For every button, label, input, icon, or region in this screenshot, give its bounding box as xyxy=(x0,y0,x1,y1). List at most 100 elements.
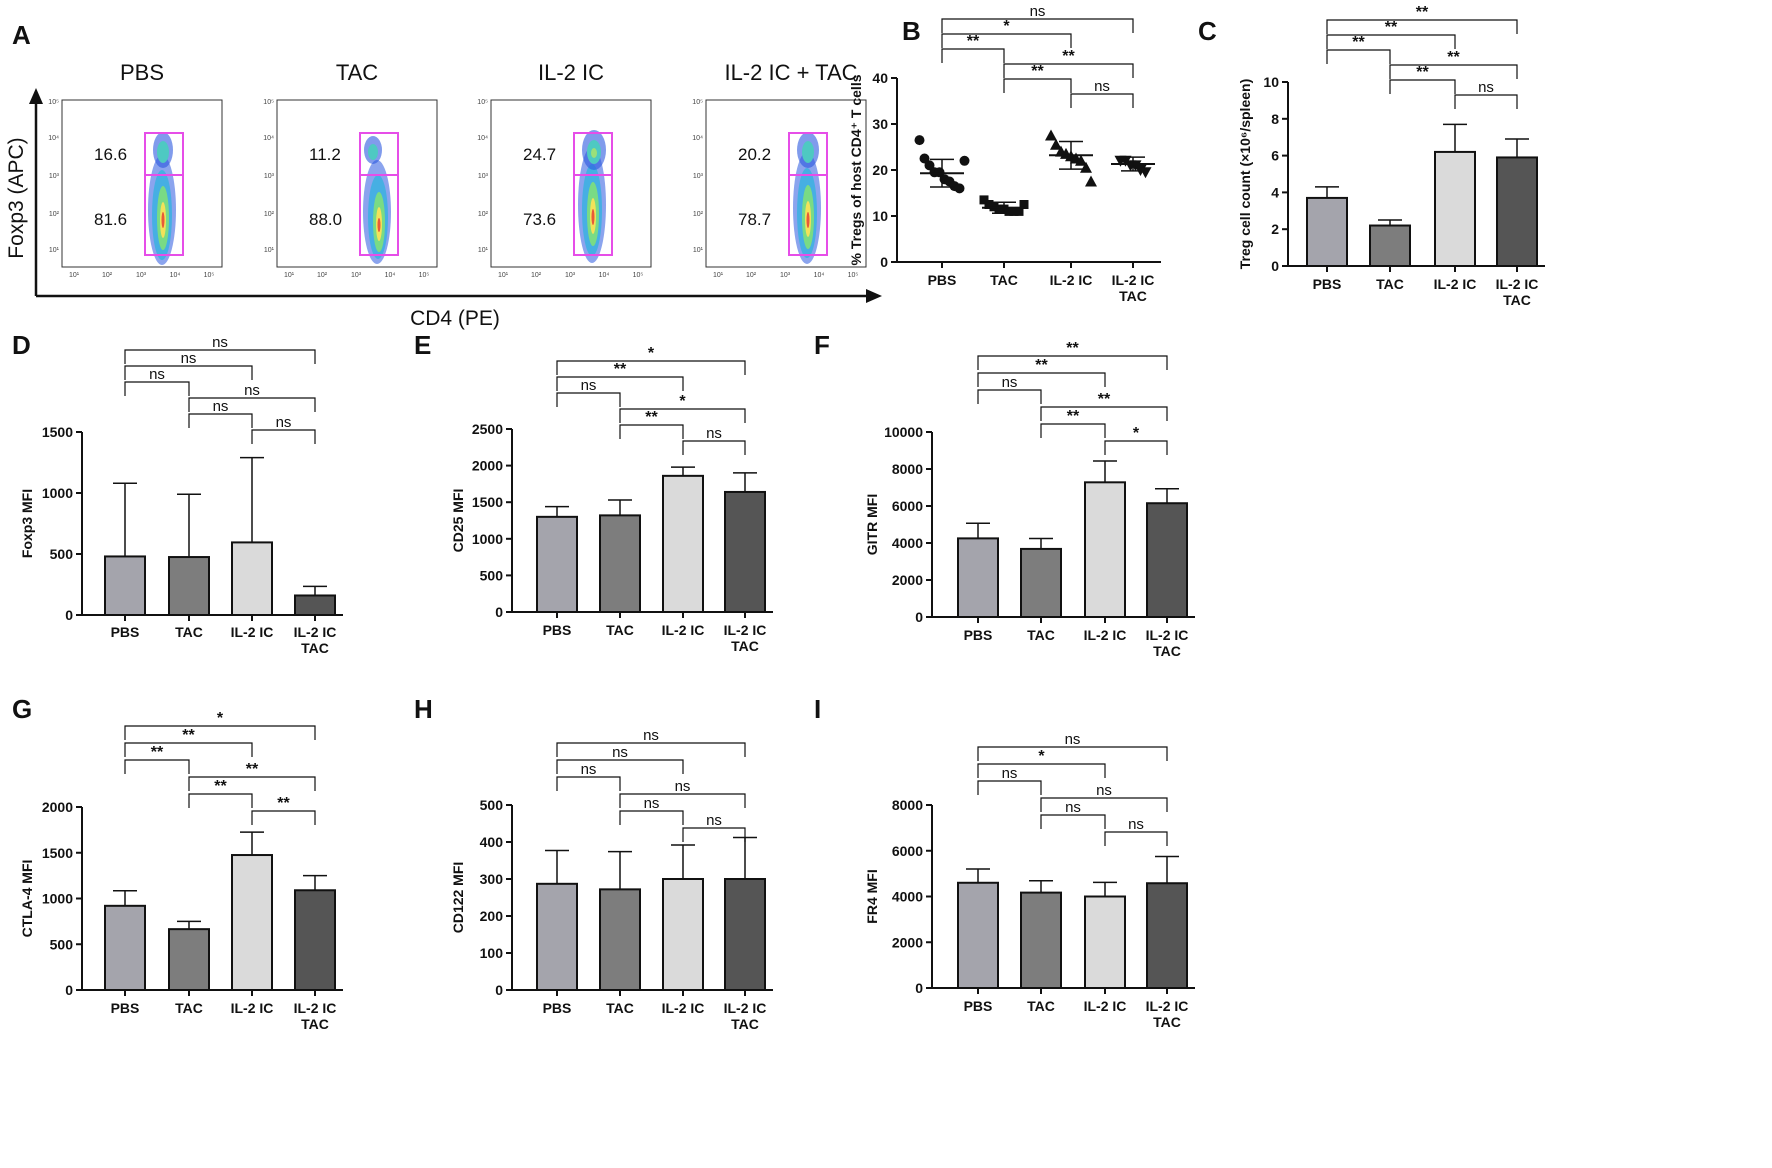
significance-bracket xyxy=(1326,19,1518,34)
y-tick-label: 4 xyxy=(1271,184,1279,200)
data-point xyxy=(1085,175,1097,187)
y-tick-label: 0 xyxy=(495,604,503,620)
x-category-label: IL-2 IC xyxy=(1084,998,1127,1014)
svg-text:10²: 10² xyxy=(317,272,328,279)
svg-text:10⁵: 10⁵ xyxy=(692,99,703,106)
bar xyxy=(104,555,146,617)
significance-label: ns xyxy=(1128,816,1144,833)
flow-y-ticks: 10⁵ 10⁴ 10³ 10² 10¹ xyxy=(477,99,488,254)
flow-upper-percent: 24.7 xyxy=(523,145,556,164)
flow-lower-percent: 78.7 xyxy=(738,210,771,229)
svg-text:10³: 10³ xyxy=(351,272,362,279)
significance-label: ** xyxy=(1066,340,1079,357)
svg-text:10¹: 10¹ xyxy=(284,272,295,279)
flow-y-ticks: 10⁵ 10⁴ 10³ 10² 10¹ xyxy=(692,99,703,254)
svg-text:10²: 10² xyxy=(478,211,489,218)
x-category-label: IL-2 IC xyxy=(662,622,705,638)
y-tick-label: 300 xyxy=(480,871,504,887)
y-tick-label: 1500 xyxy=(42,845,73,861)
svg-text:10²: 10² xyxy=(531,272,542,279)
significance-label: ns xyxy=(706,425,722,442)
y-tick-label: 2000 xyxy=(472,458,503,474)
bar xyxy=(168,928,210,992)
y-tick-label: 1500 xyxy=(42,424,73,440)
svg-text:10¹: 10¹ xyxy=(49,247,60,254)
significance-bracket xyxy=(124,759,190,774)
significance-label: * xyxy=(679,393,686,410)
significance-label: ns xyxy=(675,778,691,795)
x-category-label: PBS xyxy=(1313,276,1342,292)
significance-bracket xyxy=(556,759,684,774)
svg-text:10⁵: 10⁵ xyxy=(204,272,215,279)
svg-text:10³: 10³ xyxy=(136,272,147,279)
data-point xyxy=(1139,167,1152,179)
significance-label: ** xyxy=(1031,63,1044,80)
svg-text:10⁴: 10⁴ xyxy=(170,272,181,279)
x-category-label: IL-2 IC xyxy=(724,622,767,638)
bar xyxy=(599,888,641,991)
significance-label: ** xyxy=(645,409,658,426)
significance-bracket xyxy=(977,389,1042,404)
svg-text:10⁴: 10⁴ xyxy=(385,272,396,279)
significance-label: ** xyxy=(967,33,980,50)
svg-text:10³: 10³ xyxy=(565,272,576,279)
flow-x-ticks: 10¹ 10² 10³ 10⁴ 10⁵ xyxy=(69,272,214,279)
y-axis-label: GITR MFI xyxy=(864,494,880,555)
significance-bracket xyxy=(556,360,746,375)
significance-bracket xyxy=(1070,93,1134,108)
svg-text:10⁵: 10⁵ xyxy=(419,272,430,279)
bar xyxy=(294,889,336,992)
significance-bracket xyxy=(977,746,1168,761)
flow-plot-frame xyxy=(490,99,652,268)
bar xyxy=(957,881,999,990)
panel-letter-c: C xyxy=(1198,16,1217,46)
x-category-label: PBS xyxy=(928,272,957,288)
data-point xyxy=(1009,206,1019,216)
significance-bracket xyxy=(1104,440,1168,455)
significance-bracket xyxy=(619,408,746,423)
data-point xyxy=(1045,129,1057,141)
significance-label: * xyxy=(1038,748,1045,765)
x-category-label: TAC xyxy=(1119,288,1147,304)
significance-label: ** xyxy=(1416,4,1429,21)
panel-letter-a: A xyxy=(12,20,31,50)
bar xyxy=(1020,547,1062,618)
x-category-label: TAC xyxy=(301,1016,329,1032)
x-category-label: IL-2 IC xyxy=(724,1000,767,1016)
y-axis-label: CTLA-4 MFI xyxy=(19,860,35,938)
significance-label: ns xyxy=(1002,374,1018,391)
x-category-label: TAC xyxy=(606,1000,634,1016)
significance-bracket xyxy=(556,776,621,791)
svg-text:10¹: 10¹ xyxy=(498,272,509,279)
significance-label: ** xyxy=(1067,408,1080,425)
significance-label: ns xyxy=(1030,3,1046,20)
flow-density-cloud xyxy=(148,132,176,265)
bar xyxy=(104,904,146,992)
significance-bracket xyxy=(941,18,1134,33)
x-category-label: IL-2 IC xyxy=(231,624,274,640)
flow-plot-tac: TAC 11.2 88.0 10⁵ 10⁴ 10³ 10² 10¹ xyxy=(263,60,438,279)
y-tick-label: 500 xyxy=(50,546,74,562)
y-axis-label: CD122 MFI xyxy=(450,862,466,934)
significance-label: ns xyxy=(1094,78,1110,95)
y-tick-label: 10 xyxy=(1263,74,1279,90)
x-category-label: TAC xyxy=(1153,643,1181,659)
panel-letter-f: F xyxy=(814,330,830,360)
y-tick-label: 0 xyxy=(495,982,503,998)
data-point xyxy=(1004,206,1014,216)
significance-label: ns xyxy=(1065,731,1081,748)
bar xyxy=(1084,895,1126,989)
y-axis-label: FR4 MFI xyxy=(864,869,880,923)
significance-bracket xyxy=(682,440,746,455)
x-category-label: TAC xyxy=(990,272,1018,288)
flow-gate-lower xyxy=(573,174,613,256)
significance-bracket xyxy=(941,48,1005,63)
y-tick-label: 0 xyxy=(880,254,888,270)
y-tick-label: 8000 xyxy=(892,461,923,477)
significance-bracket xyxy=(941,33,1072,48)
significance-label: ns xyxy=(644,795,660,812)
significance-label: ** xyxy=(214,778,227,795)
data-point xyxy=(1075,154,1087,166)
